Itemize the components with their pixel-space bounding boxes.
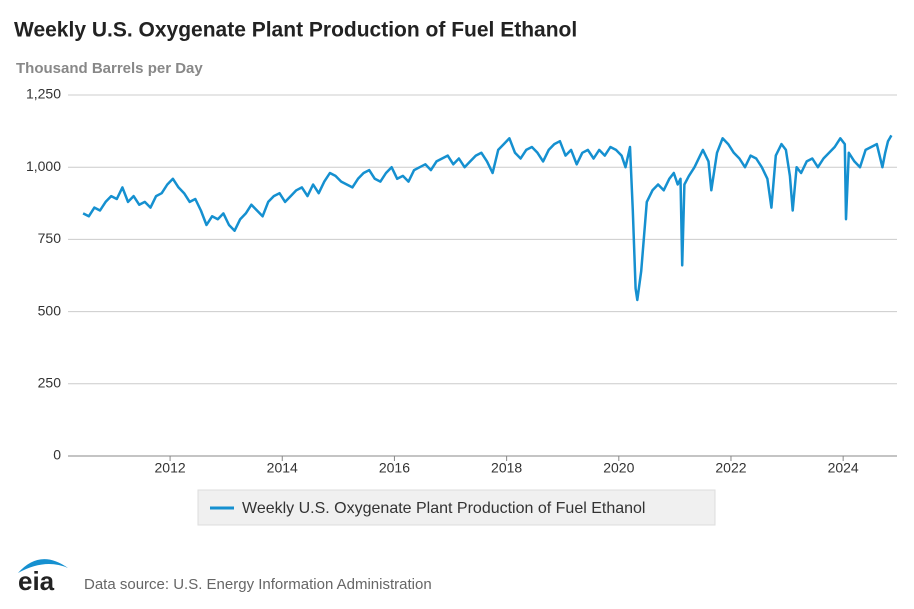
logo: eia <box>18 559 68 596</box>
data-line <box>82 134 893 302</box>
x-tick-label: 2020 <box>603 460 634 476</box>
y-axis-label: Thousand Barrels per Day <box>16 60 203 77</box>
legend-box <box>197 489 716 526</box>
y-tick-label: 1,000 <box>26 158 61 174</box>
y-tick-label: 750 <box>38 230 62 246</box>
x-tick-label: 2014 <box>267 460 298 476</box>
logo-swoosh <box>18 559 68 573</box>
x-tick-label: 2016 <box>379 460 410 476</box>
x-tick-label: 2024 <box>828 460 859 476</box>
logo-text: eia <box>18 566 55 596</box>
y-tick-label: 250 <box>38 375 62 391</box>
source-note: Data source: U.S. Energy Information Adm… <box>84 576 432 593</box>
legend-label: Weekly U.S. Oxygenate Plant Production o… <box>242 500 645 517</box>
chart-title: Weekly U.S. Oxygenate Plant Production o… <box>14 19 577 42</box>
x-tick-label: 2022 <box>715 460 746 476</box>
y-tick-label: 1,250 <box>26 86 61 102</box>
x-tick-label: 2012 <box>155 460 186 476</box>
x-tick-label: 2018 <box>491 460 522 476</box>
y-tick-label: 0 <box>53 447 61 463</box>
y-tick-label: 500 <box>38 302 62 318</box>
